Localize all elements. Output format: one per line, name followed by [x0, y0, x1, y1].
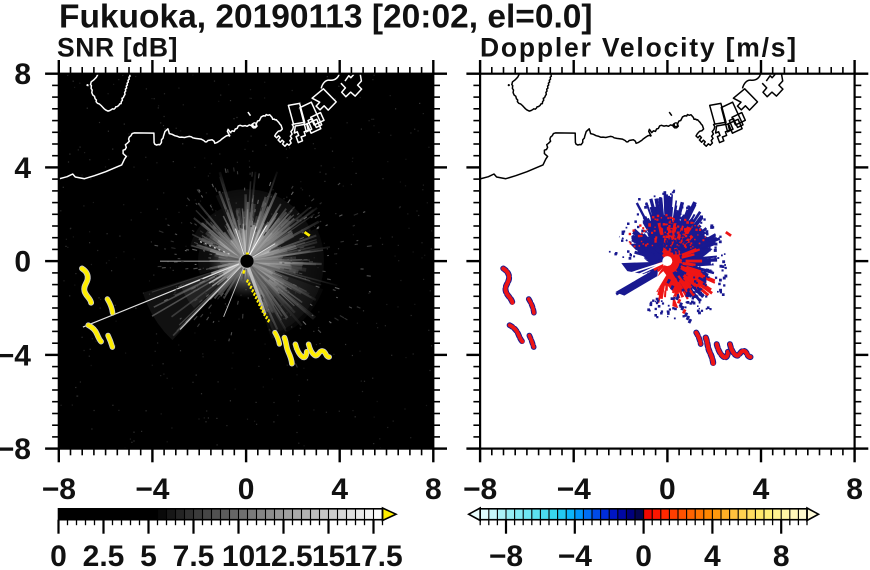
svg-text:−4: −4	[558, 540, 593, 570]
svg-text:10: 10	[222, 540, 255, 570]
svg-text:Doppler Velocity [m/s]: Doppler Velocity [m/s]	[480, 33, 798, 63]
svg-text:0: 0	[50, 540, 67, 570]
svg-text:0: 0	[14, 246, 31, 279]
svg-text:7.5: 7.5	[173, 540, 215, 570]
svg-text:−8: −8	[0, 433, 31, 466]
svg-text:2.5: 2.5	[83, 540, 125, 570]
svg-text:8: 8	[14, 58, 31, 91]
svg-text:4: 4	[331, 473, 348, 506]
svg-text:−4: −4	[135, 473, 170, 506]
svg-text:Fukuoka, 20190113 [20:02, el=0: Fukuoka, 20190113 [20:02, el=0.0]	[59, 0, 593, 36]
svg-text:4: 4	[753, 473, 770, 506]
svg-text:12.5: 12.5	[254, 540, 312, 570]
svg-text:−4: −4	[557, 473, 592, 506]
svg-text:−8: −8	[489, 540, 523, 570]
svg-text:SNR [dB]: SNR [dB]	[57, 33, 178, 63]
svg-text:−8: −8	[463, 473, 497, 506]
svg-text:5: 5	[140, 540, 157, 570]
svg-text:−4: −4	[0, 339, 31, 372]
svg-text:−8: −8	[42, 473, 76, 506]
svg-text:8: 8	[425, 473, 442, 506]
svg-text:4: 4	[704, 540, 721, 570]
svg-text:17.5: 17.5	[344, 540, 402, 570]
svg-text:15: 15	[312, 540, 345, 570]
svg-text:4: 4	[14, 152, 31, 185]
svg-text:0: 0	[659, 473, 676, 506]
svg-text:8: 8	[846, 473, 863, 506]
svg-text:0: 0	[635, 540, 652, 570]
svg-text:0: 0	[238, 473, 255, 506]
svg-text:8: 8	[773, 540, 790, 570]
